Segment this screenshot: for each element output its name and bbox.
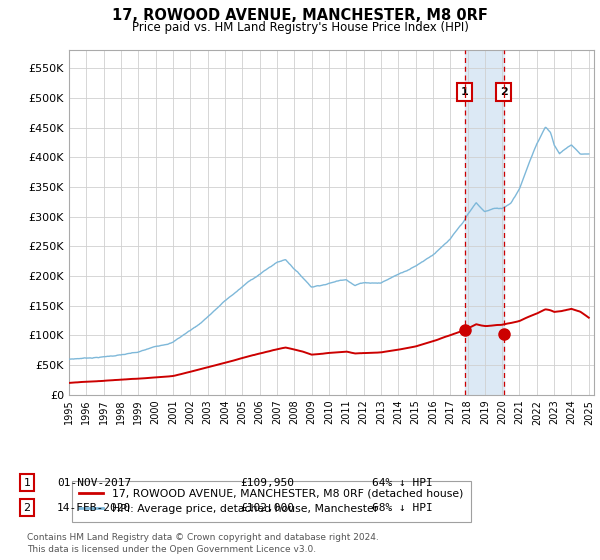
Text: 2: 2	[500, 87, 508, 97]
Text: £109,950: £109,950	[240, 478, 294, 488]
Text: 68% ↓ HPI: 68% ↓ HPI	[372, 503, 433, 513]
Text: 14-FEB-2020: 14-FEB-2020	[57, 503, 131, 513]
Text: 01-NOV-2017: 01-NOV-2017	[57, 478, 131, 488]
Text: £102,000: £102,000	[240, 503, 294, 513]
Text: 2: 2	[23, 503, 31, 513]
Text: This data is licensed under the Open Government Licence v3.0.: This data is licensed under the Open Gov…	[27, 545, 316, 554]
Legend: 17, ROWOOD AVENUE, MANCHESTER, M8 0RF (detached house), HPI: Average price, deta: 17, ROWOOD AVENUE, MANCHESTER, M8 0RF (d…	[72, 482, 471, 522]
Text: 64% ↓ HPI: 64% ↓ HPI	[372, 478, 433, 488]
Bar	[464, 50, 503, 395]
Text: 1: 1	[23, 478, 31, 488]
Text: 1: 1	[461, 87, 469, 97]
Text: Contains HM Land Registry data © Crown copyright and database right 2024.: Contains HM Land Registry data © Crown c…	[27, 533, 379, 542]
Text: Price paid vs. HM Land Registry's House Price Index (HPI): Price paid vs. HM Land Registry's House …	[131, 21, 469, 34]
Text: 17, ROWOOD AVENUE, MANCHESTER, M8 0RF: 17, ROWOOD AVENUE, MANCHESTER, M8 0RF	[112, 8, 488, 24]
